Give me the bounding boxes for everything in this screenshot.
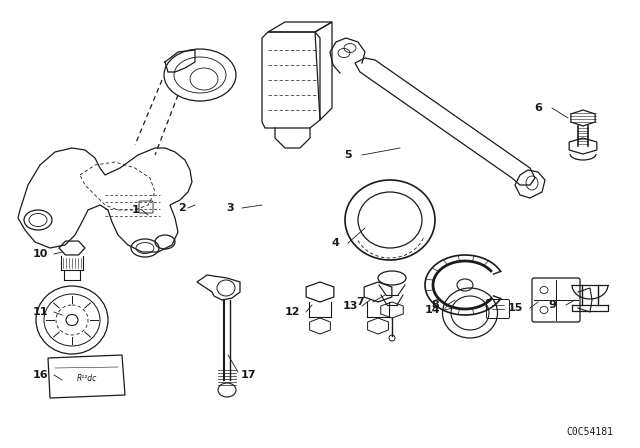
Text: 5: 5 (344, 150, 352, 160)
Text: 16: 16 (32, 370, 48, 380)
Text: 7: 7 (356, 297, 364, 307)
Text: 17: 17 (240, 370, 256, 380)
Text: 12: 12 (284, 307, 300, 317)
Text: 1: 1 (132, 205, 140, 215)
Text: C0C54181: C0C54181 (566, 427, 614, 437)
Text: 8: 8 (431, 300, 439, 310)
Text: 11: 11 (32, 307, 48, 317)
Text: 10: 10 (32, 249, 48, 259)
Text: 6: 6 (534, 103, 542, 113)
Text: R¹²dc: R¹²dc (77, 374, 97, 383)
Text: 15: 15 (508, 303, 523, 313)
Text: 9: 9 (548, 300, 556, 310)
Text: 2: 2 (178, 203, 186, 213)
Text: 4: 4 (331, 238, 339, 248)
Text: 3: 3 (226, 203, 234, 213)
Text: 13: 13 (342, 301, 358, 311)
Text: 14: 14 (424, 305, 440, 315)
